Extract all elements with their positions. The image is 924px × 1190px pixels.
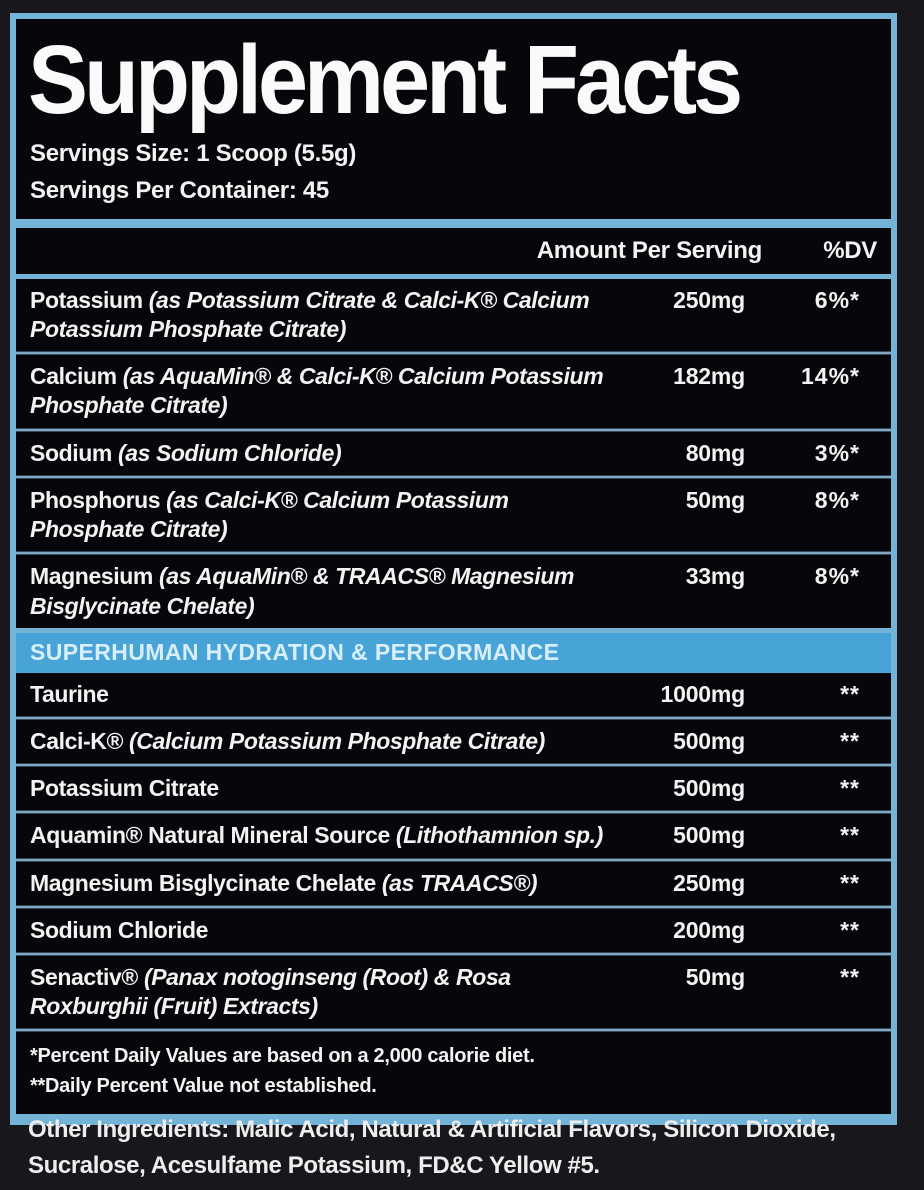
divider [16,551,891,556]
ingredient-dv: 3%* [814,439,860,466]
ingredient-name: Senactiv® [30,963,138,990]
table-row-potassium-citrate: Potassium Citrate 500mg ** [16,767,891,810]
ingredient-amount: 50mg [685,963,745,990]
ingredient-detail: (as Calci-K® Calcium Potassium Phosphate… [30,486,509,543]
ingredient-detail: (Panax notoginseng (Root) & Rosa Roxburg… [30,963,511,1020]
ingredient-dv: 8%* [814,486,860,513]
divider [16,951,891,956]
ingredient-detail: (Lithothamnion sp.) [395,822,603,849]
footnotes: *Percent Daily Values are based on a 2,0… [30,1042,877,1101]
divider [16,627,891,633]
ingredient-amount: 80mg [685,439,745,466]
ingredient-amount: 250mg [673,286,745,313]
table-row-taurine: Taurine 1000mg ** [16,673,891,716]
ingredient-dv: 8%* [814,563,860,590]
divider [16,715,891,720]
ingredient-name: Potassium [30,286,143,313]
ingredient-amount: 50mg [685,486,745,513]
ingredient-dv: ** [840,775,860,802]
servings-per-container: Servings Per Container: 45 [30,176,329,204]
divider [16,810,891,815]
table-row-senactiv: Senactiv® (Panax notoginseng (Root) & Ro… [16,956,891,1028]
other-ingredients: Other Ingredients: Malic Acid, Natural &… [28,1116,836,1179]
ingredient-dv: ** [840,963,860,990]
table-header-row: Amount Per Serving %DV [16,228,891,274]
ingredient-name: Sodium [30,439,112,466]
table-row-sodium: Sodium (as Sodium Chloride) 80mg 3%* [16,432,891,475]
ingredient-dv: 14%* [801,363,860,390]
divider [16,427,891,432]
section-header-superhuman-hydration: SUPERHUMAN HYDRATION & PERFORMANCE [16,632,891,673]
ingredient-detail: (as AquaMin® & TRAACS® Magnesium Bisglyc… [30,563,575,619]
table-row-magnesium-bisglycinate: Magnesium Bisglycinate Chelate (as TRAAC… [16,862,891,905]
serving-info: Servings Size: 1 Scoop (5.5g) Servings P… [30,135,877,209]
ingredient-name: Magnesium [30,563,153,590]
ingredient-name: Magnesium Bisglycinate Chelate [30,869,376,896]
ingredient-amount: 182mg [673,363,745,390]
table-row-magnesium: Magnesium (as AquaMin® & TRAACS® Magnesi… [16,555,891,627]
divider [16,904,891,909]
ingredient-dv: ** [840,822,860,849]
divider [16,763,891,768]
ingredient-amount: 500mg [673,775,745,802]
ingredient-dv: ** [840,869,860,896]
panel-title: Supplement Facts [28,26,743,135]
ingredient-dv: 6%* [814,286,860,313]
ingredient-amount: 200mg [673,916,745,943]
table-row-calcium: Calcium (as AquaMin® & Calci-K® Calcium … [16,355,891,427]
ingredient-amount: 33mg [685,563,745,590]
table-row-potassium: Potassium (as Potassium Citrate & Calci-… [16,279,891,351]
divider [16,857,891,862]
ingredient-name: Calci-K® [30,727,123,754]
supplement-facts-panel: Supplement Facts Servings Size: 1 Scoop … [10,13,897,1125]
divider [16,1028,891,1033]
divider [16,351,891,356]
ingredient-amount: 500mg [673,727,745,754]
table-row-calci-k: Calci-K® (Calcium Potassium Phosphate Ci… [16,720,891,763]
header-amount-per-serving: Amount Per Serving [536,236,763,264]
ingredient-name: Phosphorus [30,486,161,513]
ingredient-amount: 500mg [673,822,745,849]
ingredient-amount: 1000mg [660,680,746,707]
ingredient-detail: (as Potassium Citrate & Calci-K® Calcium… [30,286,590,343]
ingredient-dv: ** [840,680,860,707]
divider [16,273,891,279]
ingredient-detail: (as Sodium Chloride) [117,439,342,466]
footnote-not-established: **Daily Percent Value not established. [30,1074,377,1097]
serving-size: Servings Size: 1 Scoop (5.5g) [30,139,357,167]
ingredient-detail: (as TRAACS®) [381,869,538,896]
ingredient-dv: ** [840,727,860,754]
ingredient-amount: 250mg [673,869,745,896]
ingredient-name: Potassium Citrate [30,775,219,802]
ingredient-name: Aquamin® Natural Mineral Source [30,822,390,849]
ingredient-detail: (as AquaMin® & Calci-K® Calcium Potassiu… [30,363,604,419]
divider-thick [16,218,891,228]
ingredient-name: Taurine [30,680,109,707]
ingredient-name: Calcium [30,363,117,390]
table-row-aquamin: Aquamin® Natural Mineral Source (Lithoth… [16,814,891,857]
ingredient-detail: (Calcium Potassium Phosphate Citrate) [129,727,545,754]
table-row-sodium-chloride: Sodium Chloride 200mg ** [16,909,891,952]
ingredient-dv: ** [840,916,860,943]
divider [16,474,891,479]
header-percent-dv: %DV [823,236,877,264]
table-row-phosphorus: Phosphorus (as Calci-K® Calcium Potassiu… [16,479,891,551]
ingredient-name: Sodium Chloride [30,916,209,943]
footnote-daily-value: *Percent Daily Values are based on a 2,0… [30,1045,535,1068]
